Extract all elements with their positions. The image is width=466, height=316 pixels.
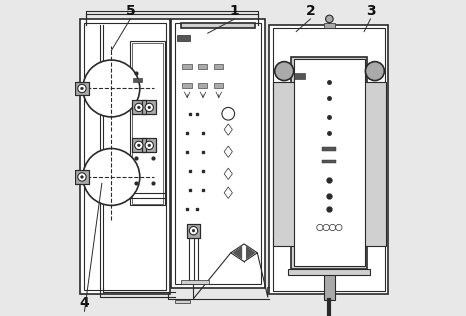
Bar	[186, 224, 200, 238]
Bar	[142, 138, 156, 152]
Bar	[175, 23, 261, 284]
Bar	[177, 35, 190, 41]
Bar	[75, 170, 89, 184]
Bar	[75, 170, 89, 184]
Circle shape	[81, 176, 83, 178]
Bar	[291, 57, 367, 269]
Bar	[214, 83, 223, 88]
Polygon shape	[246, 246, 256, 260]
Circle shape	[192, 229, 195, 232]
Bar	[132, 138, 146, 152]
Polygon shape	[224, 124, 233, 135]
Bar	[132, 100, 146, 114]
Bar	[273, 28, 384, 291]
Circle shape	[317, 224, 323, 231]
Polygon shape	[231, 244, 257, 262]
Text: 2: 2	[306, 4, 315, 18]
Circle shape	[135, 103, 143, 112]
Bar	[132, 100, 146, 114]
Circle shape	[137, 106, 140, 109]
Bar	[322, 160, 336, 163]
Bar	[133, 78, 142, 82]
Circle shape	[137, 144, 140, 147]
Bar	[182, 64, 192, 69]
Circle shape	[222, 107, 234, 120]
Bar	[322, 147, 336, 151]
Circle shape	[83, 60, 140, 117]
Bar	[181, 280, 209, 284]
Bar	[75, 82, 89, 95]
Bar	[269, 25, 388, 294]
Bar	[142, 100, 156, 114]
Circle shape	[83, 149, 140, 205]
Circle shape	[329, 224, 336, 231]
Bar	[198, 64, 207, 69]
Polygon shape	[224, 146, 233, 157]
Circle shape	[336, 224, 342, 231]
Bar	[324, 23, 335, 28]
Circle shape	[148, 144, 151, 147]
Bar	[132, 43, 163, 204]
Circle shape	[145, 103, 153, 112]
Bar	[288, 269, 370, 275]
Circle shape	[365, 62, 384, 81]
Text: 4: 4	[80, 296, 89, 310]
Bar	[80, 19, 170, 294]
Bar	[175, 300, 190, 303]
Bar	[142, 100, 156, 114]
Circle shape	[145, 141, 153, 149]
Polygon shape	[224, 187, 233, 198]
Bar	[214, 64, 223, 69]
Bar	[182, 83, 192, 88]
Bar	[186, 224, 200, 238]
Circle shape	[148, 106, 151, 109]
Bar	[132, 138, 146, 152]
Bar	[364, 82, 386, 246]
Bar	[198, 83, 207, 88]
Circle shape	[275, 62, 294, 81]
Circle shape	[78, 173, 86, 181]
Circle shape	[326, 15, 333, 23]
Text: 5: 5	[125, 4, 135, 18]
Bar	[324, 272, 335, 300]
Circle shape	[78, 84, 86, 93]
Bar	[294, 73, 305, 79]
Bar	[274, 82, 295, 246]
Circle shape	[81, 87, 83, 90]
Bar	[181, 23, 255, 28]
Bar	[171, 19, 265, 288]
Bar	[142, 138, 156, 152]
Circle shape	[135, 141, 143, 149]
Polygon shape	[224, 168, 233, 179]
Bar	[294, 59, 365, 266]
Polygon shape	[233, 246, 242, 260]
Text: 3: 3	[366, 4, 375, 18]
Circle shape	[323, 224, 329, 231]
Bar	[83, 23, 166, 290]
Circle shape	[189, 227, 198, 235]
Text: 1: 1	[230, 4, 240, 18]
Bar	[75, 82, 89, 95]
Bar	[130, 41, 165, 205]
